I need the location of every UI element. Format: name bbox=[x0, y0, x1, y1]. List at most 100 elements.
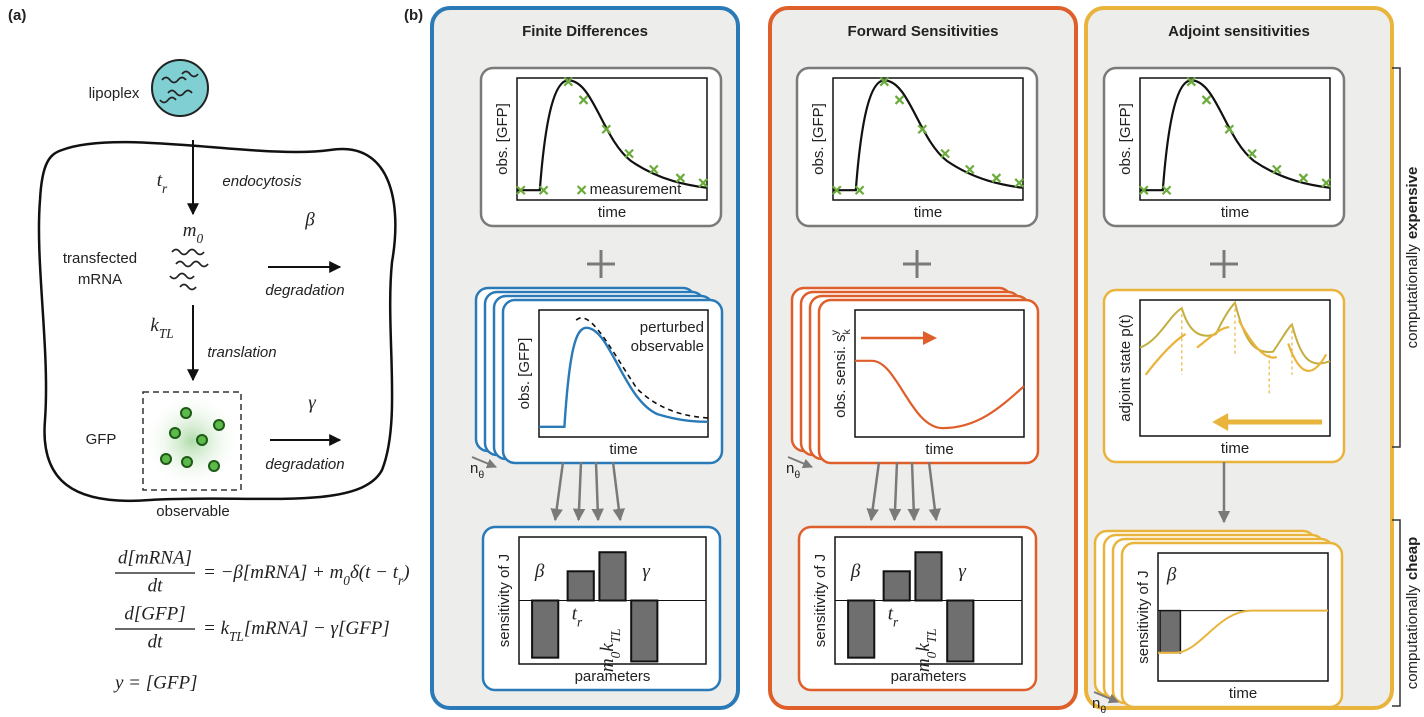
parameter-label-sub: TL bbox=[607, 628, 622, 643]
parameter-label: m0kTL bbox=[597, 628, 622, 672]
initial-mrna-part: m bbox=[183, 220, 197, 241]
direction-arrow-head bbox=[923, 331, 937, 345]
measurement-marker bbox=[879, 76, 890, 87]
measurement-marker bbox=[1321, 178, 1331, 188]
sensitivity-bar bbox=[531, 599, 560, 659]
method-title: Finite Differences bbox=[522, 23, 648, 40]
gfp-molecules bbox=[160, 407, 225, 472]
measurement-marker bbox=[1139, 185, 1149, 196]
equation-denominator: dt bbox=[148, 631, 164, 652]
translation-rate-sub: TL bbox=[159, 326, 174, 341]
y-axis-label: sensitivity of J bbox=[1135, 570, 1152, 663]
flow-arrow bbox=[550, 461, 565, 522]
measurement-marker bbox=[538, 185, 549, 196]
mrna-decay-rate: β bbox=[304, 209, 315, 230]
plus-sign bbox=[1210, 250, 1238, 278]
equation-rhs: = kTL[mRNA] − γ[GFP] bbox=[203, 618, 390, 643]
measurement-marker bbox=[601, 124, 612, 135]
y-axis-label: obs. [GFP] bbox=[810, 103, 827, 175]
parameter-label: β bbox=[1166, 564, 1177, 585]
equation-rhs-part: [mRNA] − γ[GFP] bbox=[244, 618, 390, 639]
parameter-label: β bbox=[534, 561, 545, 582]
measurement-marker bbox=[991, 173, 1002, 183]
method-title: Adjoint sensitivities bbox=[1168, 23, 1310, 40]
measurement-marker bbox=[578, 95, 589, 105]
cost-bold: cheap bbox=[1404, 537, 1421, 580]
panel-label: (b) bbox=[404, 7, 423, 24]
x-axis-label: time bbox=[925, 441, 953, 458]
y-axis-label-sup: y bbox=[829, 329, 841, 335]
sensitivity-bar bbox=[598, 551, 627, 602]
y-axis-label: sensitivity of J bbox=[812, 554, 829, 647]
y-axis-label: obs. [GFP] bbox=[516, 338, 533, 410]
plot-axes bbox=[854, 309, 1025, 438]
observable-curve bbox=[539, 326, 709, 428]
initial-mrna: m0 bbox=[183, 220, 204, 245]
x-axis-label: time bbox=[914, 204, 942, 221]
equation-numerator: d[mRNA] bbox=[118, 547, 192, 568]
stack-count: nθ bbox=[470, 460, 484, 481]
measurement-marker bbox=[516, 185, 526, 196]
sensitivity-bar bbox=[946, 599, 975, 663]
plot-axes bbox=[1139, 77, 1331, 201]
parameter-label: m0kTL bbox=[913, 628, 938, 672]
output-equation: y = [GFP] bbox=[113, 672, 197, 693]
model-curve bbox=[517, 79, 708, 192]
flow-arrow bbox=[888, 461, 902, 522]
equation-rhs-part: ) bbox=[402, 562, 409, 583]
lipoplex-label: lipoplex bbox=[89, 85, 140, 102]
cell-diagram bbox=[37, 59, 397, 503]
parameter-label-part: m bbox=[913, 658, 934, 672]
plus-sign bbox=[587, 250, 615, 278]
measurement-marker bbox=[1224, 124, 1235, 135]
y-axis-label: obs. [GFP] bbox=[1117, 103, 1134, 175]
plot-panel bbox=[817, 298, 1040, 465]
sensitivity-curve bbox=[1158, 609, 1328, 654]
measurement-marker bbox=[624, 148, 634, 159]
stack-count-sub: θ bbox=[1100, 704, 1106, 716]
measurement-marker bbox=[649, 164, 659, 175]
equation-numerator: d[GFP] bbox=[124, 603, 185, 624]
measurement-marker bbox=[1298, 173, 1309, 183]
measurement-marker bbox=[698, 178, 708, 188]
cost-bracket bbox=[1392, 67, 1401, 448]
cost-bracket bbox=[1392, 519, 1401, 707]
parameter-label: γ bbox=[642, 561, 650, 582]
cell-outline bbox=[37, 140, 397, 503]
cost-plain: computationally bbox=[1404, 244, 1421, 349]
gfp-decay: degradation bbox=[265, 456, 344, 473]
observable-box bbox=[142, 391, 242, 491]
equation-rhs-part: = −β[mRNA] + m bbox=[203, 562, 343, 583]
equation-rhs-part: δ(t − t bbox=[350, 562, 399, 583]
x-axis-label: time bbox=[1229, 685, 1257, 702]
parameter-label-sub: TL bbox=[923, 628, 938, 643]
equation-rhs: = −β[mRNA] + m0δ(t − tr) bbox=[203, 562, 410, 587]
measurement-marker bbox=[832, 185, 842, 196]
equation-rhs-part: = k bbox=[203, 618, 230, 639]
measurement-marker bbox=[675, 173, 686, 183]
y-axis-label: obs. sensi. sky bbox=[829, 328, 853, 417]
x-axis-label: parameters bbox=[575, 668, 651, 685]
measurement-marker bbox=[1247, 148, 1257, 159]
stack-count: nθ bbox=[1092, 695, 1106, 716]
plot-axes bbox=[516, 77, 708, 201]
plot-axes bbox=[832, 77, 1024, 201]
plus-sign bbox=[903, 250, 931, 278]
parameter-label-sub: r bbox=[577, 614, 583, 629]
lipoplex-rna bbox=[159, 70, 199, 104]
flow-arrow bbox=[866, 461, 881, 522]
parameter-label-part: m bbox=[597, 658, 618, 672]
plot-axes bbox=[538, 309, 709, 438]
observable-label: observable bbox=[156, 503, 229, 520]
stack-count-part: n bbox=[786, 460, 794, 477]
stack-count: nθ bbox=[786, 460, 800, 481]
perturbed-curve bbox=[575, 317, 709, 419]
mrna-icon bbox=[169, 248, 209, 291]
measurement-marker bbox=[917, 124, 928, 135]
measurement-marker bbox=[1161, 185, 1172, 196]
stack-count-part: n bbox=[1092, 695, 1100, 712]
annotation: perturbed bbox=[640, 319, 704, 336]
plot-axes bbox=[1139, 299, 1331, 437]
stack-arrow bbox=[471, 456, 497, 469]
